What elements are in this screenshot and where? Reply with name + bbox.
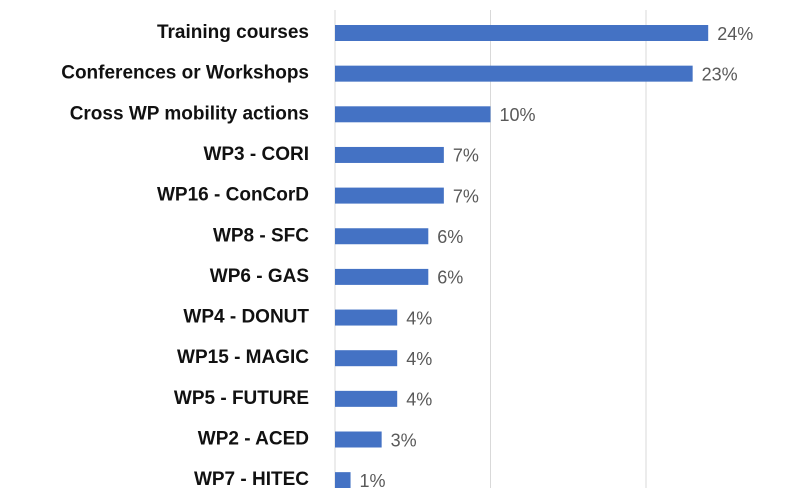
value-label: 23% — [702, 64, 738, 84]
bar — [335, 472, 351, 488]
bar — [335, 390, 398, 407]
bar — [335, 350, 398, 367]
value-label: 7% — [453, 186, 479, 206]
category-label: Conferences or Workshops — [61, 63, 309, 84]
category-label: WP7 - HITEC — [194, 469, 309, 488]
value-label: 10% — [500, 105, 536, 125]
value-label: 3% — [391, 430, 417, 450]
category-label: WP8 - SFC — [213, 225, 309, 246]
bar — [335, 106, 491, 123]
category-label: WP3 - CORI — [203, 144, 309, 165]
bar — [335, 146, 444, 163]
category-label: Training courses — [157, 22, 309, 43]
bar — [335, 65, 693, 82]
category-label: WP2 - ACED — [198, 429, 309, 450]
category-label: WP6 - GAS — [210, 266, 309, 287]
bar — [335, 268, 429, 285]
category-label: WP5 - FUTURE — [174, 388, 309, 409]
category-label: WP4 - DONUT — [183, 307, 309, 328]
value-label: 24% — [717, 24, 753, 44]
category-label: Cross WP mobility actions — [70, 103, 309, 124]
value-label: 7% — [453, 146, 479, 166]
category-label: WP16 - ConCorD — [157, 185, 309, 206]
value-label: 6% — [437, 227, 463, 247]
bar — [335, 431, 382, 448]
value-label: 4% — [406, 390, 432, 410]
bar — [335, 309, 398, 326]
bar — [335, 228, 429, 245]
value-label: 4% — [406, 349, 432, 369]
value-label: 6% — [437, 268, 463, 288]
value-label: 1% — [360, 471, 386, 488]
category-label: WP15 - MAGIC — [177, 347, 309, 368]
bar — [335, 25, 709, 41]
value-label: 4% — [406, 308, 432, 328]
bar — [335, 187, 444, 204]
